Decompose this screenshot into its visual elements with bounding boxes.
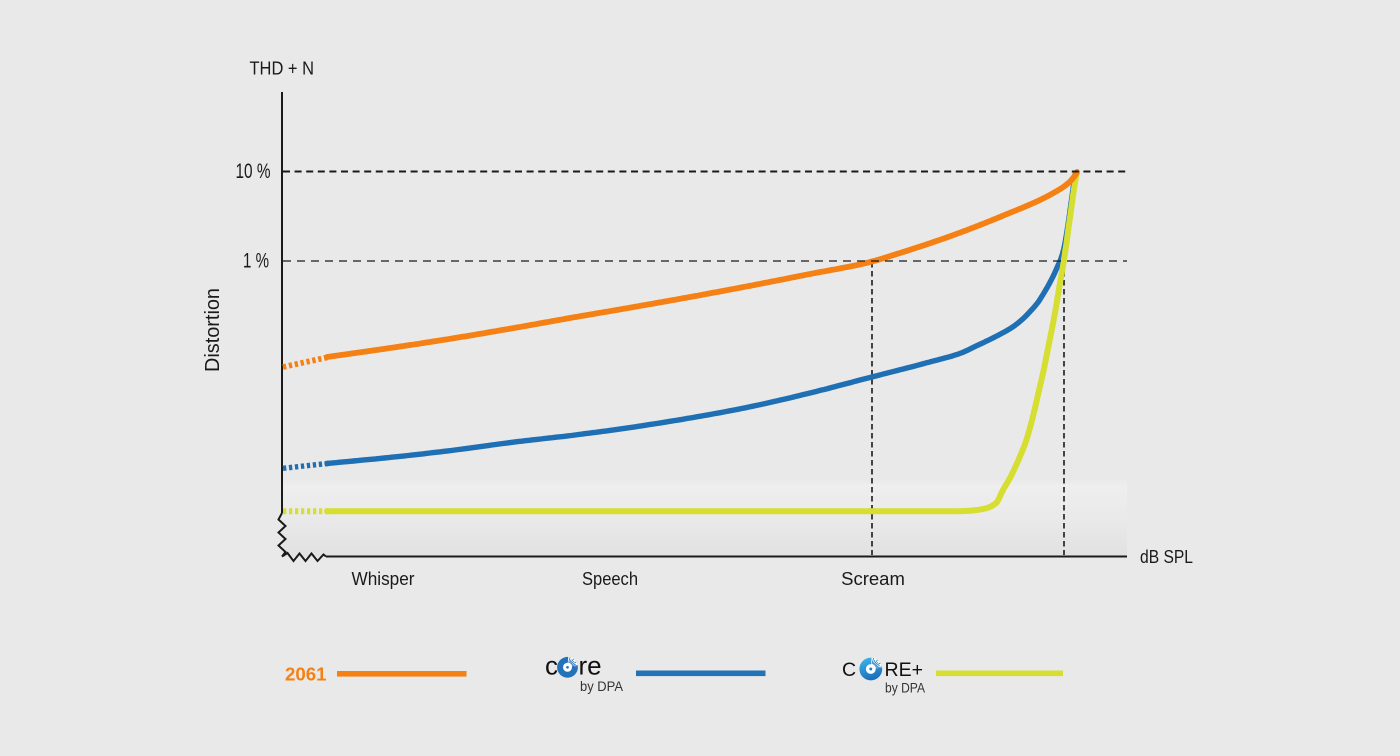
svg-text:re: re [579, 651, 602, 681]
svg-text:THD + N: THD + N [250, 58, 315, 79]
svg-text:by DPA: by DPA [885, 680, 926, 696]
svg-text:Speech: Speech [582, 568, 638, 589]
svg-text:2061: 2061 [285, 664, 327, 685]
svg-text:Distortion: Distortion [202, 288, 224, 372]
svg-text:Whisper: Whisper [352, 568, 415, 589]
svg-text:C: C [842, 659, 856, 681]
svg-text:RE+: RE+ [885, 659, 923, 681]
svg-text:1 %: 1 % [243, 249, 269, 273]
svg-text:Scream: Scream [841, 568, 905, 589]
svg-text:c: c [545, 651, 558, 681]
svg-text:dB SPL: dB SPL [1140, 546, 1193, 567]
svg-text:10 %: 10 % [236, 159, 271, 183]
svg-text:by DPA: by DPA [580, 678, 624, 694]
